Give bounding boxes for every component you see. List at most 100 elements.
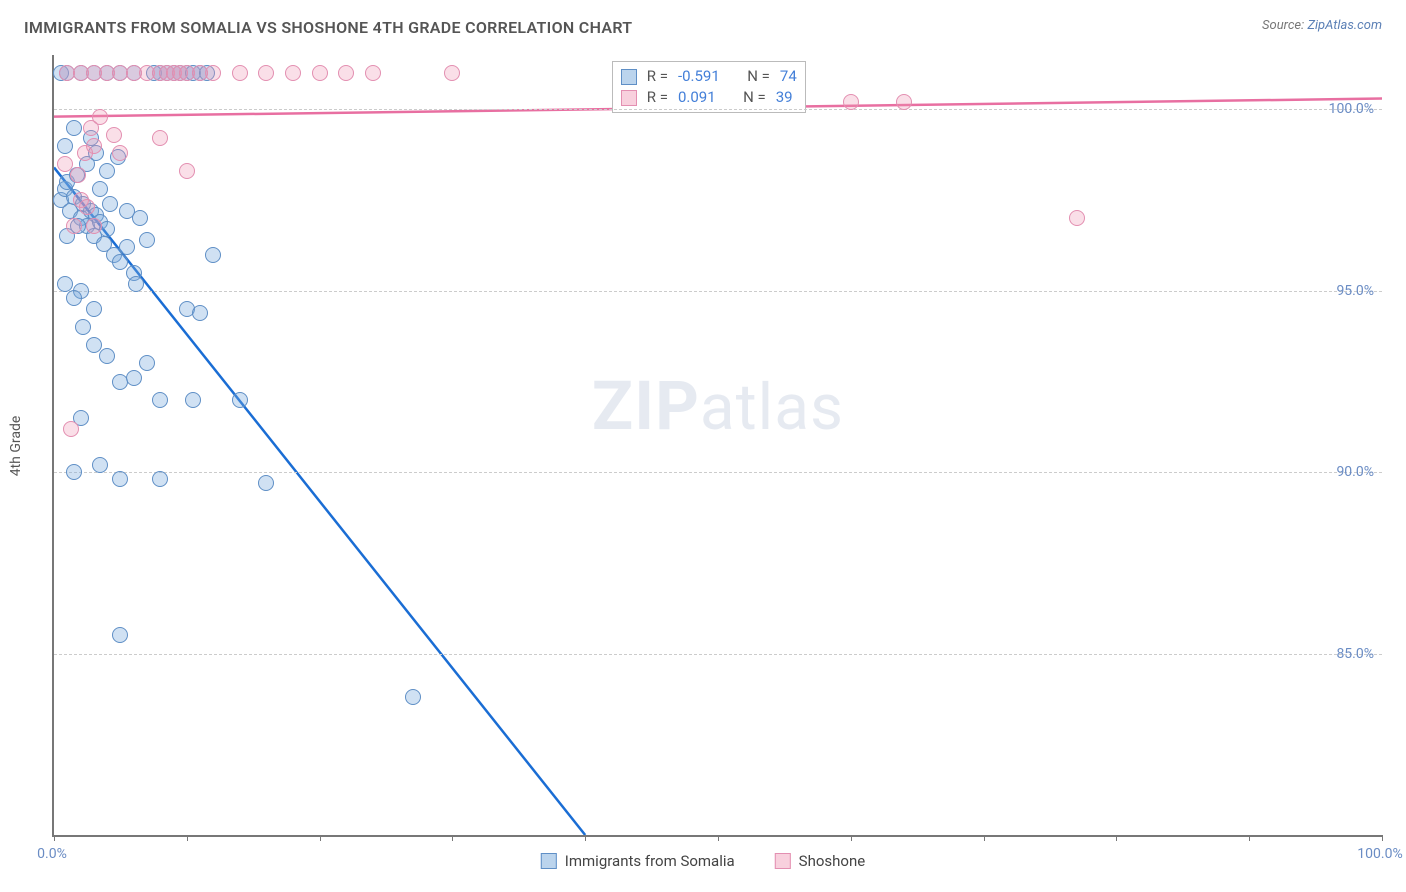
scatter-marker-somalia xyxy=(106,247,122,263)
scatter-marker-somalia xyxy=(99,65,115,81)
scatter-marker-somalia xyxy=(179,301,195,317)
scatter-marker-somalia xyxy=(59,65,75,81)
scatter-marker-somalia xyxy=(57,181,73,197)
scatter-marker-shoshone xyxy=(70,167,86,183)
scatter-marker-somalia xyxy=(139,232,155,248)
scatter-marker-somalia xyxy=(86,228,102,244)
scatter-marker-shoshone xyxy=(139,65,155,81)
scatter-marker-somalia xyxy=(73,410,89,426)
scatter-marker-somalia xyxy=(86,65,102,81)
x-tick xyxy=(187,835,188,841)
y-axis-label: 4th Grade xyxy=(8,416,24,477)
scatter-marker-somalia xyxy=(73,210,89,226)
scatter-marker-shoshone xyxy=(172,65,188,81)
scatter-marker-somalia xyxy=(92,214,108,230)
scatter-marker-somalia xyxy=(126,265,142,281)
scatter-marker-somalia xyxy=(172,65,188,81)
scatter-marker-somalia xyxy=(232,392,248,408)
r-label: R = xyxy=(647,87,668,108)
scatter-marker-somalia xyxy=(79,218,95,234)
scatter-marker-somalia xyxy=(86,301,102,317)
scatter-marker-shoshone xyxy=(179,163,195,179)
scatter-marker-somalia xyxy=(112,374,128,390)
scatter-marker-shoshone xyxy=(126,65,142,81)
trend-line-somalia xyxy=(54,167,585,835)
scatter-marker-somalia xyxy=(99,221,115,237)
scatter-marker-shoshone xyxy=(258,65,274,81)
scatter-marker-somalia xyxy=(152,65,168,81)
x-tick-label: 0.0% xyxy=(37,846,67,862)
scatter-marker-shoshone xyxy=(166,65,182,81)
scatter-marker-somalia xyxy=(66,120,82,136)
scatter-marker-somalia xyxy=(159,65,175,81)
scatter-marker-somalia xyxy=(99,163,115,179)
x-tick xyxy=(718,835,719,841)
scatter-marker-somalia xyxy=(69,167,85,183)
swatch-blue-icon xyxy=(541,853,557,869)
scatter-marker-shoshone xyxy=(896,94,912,110)
legend-item-somalia: Immigrants from Somalia xyxy=(541,852,735,870)
scatter-marker-somalia xyxy=(88,145,104,161)
scatter-marker-shoshone xyxy=(83,120,99,136)
scatter-marker-somalia xyxy=(185,392,201,408)
scatter-marker-somalia xyxy=(205,247,221,263)
scatter-marker-shoshone xyxy=(112,65,128,81)
x-tick xyxy=(1249,835,1250,841)
scatter-marker-somalia xyxy=(179,65,195,81)
legend-label: Shoshone xyxy=(799,852,866,870)
scatter-marker-somalia xyxy=(83,130,99,146)
scatter-marker-somalia xyxy=(102,196,118,212)
scatter-marker-somalia xyxy=(112,254,128,270)
gridline xyxy=(54,291,1382,292)
y-tick-label: 85.0% xyxy=(1336,646,1374,662)
scatter-marker-shoshone xyxy=(57,156,73,172)
scatter-marker-shoshone xyxy=(152,130,168,146)
y-tick-label: 95.0% xyxy=(1336,283,1374,299)
watermark-bold: ZIP xyxy=(592,366,700,446)
stat-row: R = 0.091 N = 39 xyxy=(621,87,797,108)
scatter-marker-somalia xyxy=(199,65,215,81)
scatter-marker-shoshone xyxy=(86,138,102,154)
chart-title: IMMIGRANTS FROM SOMALIA VS SHOSHONE 4TH … xyxy=(24,18,632,37)
scatter-marker-somalia xyxy=(59,228,75,244)
scatter-plot-area: ZIPatlas R = -0.591 N = 74 R = 0.091 N =… xyxy=(52,55,1382,837)
scatter-marker-somalia xyxy=(119,203,135,219)
scatter-marker-somalia xyxy=(57,138,73,154)
scatter-marker-somalia xyxy=(96,236,112,252)
n-label: N = xyxy=(743,87,766,108)
gridline xyxy=(54,472,1382,473)
r-label: R = xyxy=(647,66,668,87)
scatter-marker-somalia xyxy=(258,475,274,491)
y-tick-label: 90.0% xyxy=(1336,464,1374,480)
swatch-blue-icon xyxy=(621,69,637,85)
x-tick xyxy=(585,835,586,841)
scatter-marker-somalia xyxy=(152,392,168,408)
scatter-marker-somalia xyxy=(152,471,168,487)
scatter-marker-somalia xyxy=(53,192,69,208)
scatter-marker-somalia xyxy=(139,355,155,371)
scatter-marker-somalia xyxy=(59,174,75,190)
legend-item-shoshone: Shoshone xyxy=(775,852,866,870)
scatter-marker-shoshone xyxy=(86,218,102,234)
scatter-marker-shoshone xyxy=(106,127,122,143)
correlation-stat-box: R = -0.591 N = 74 R = 0.091 N = 39 xyxy=(612,61,806,113)
scatter-marker-shoshone xyxy=(63,421,79,437)
scatter-marker-shoshone xyxy=(1069,210,1085,226)
scatter-marker-shoshone xyxy=(77,145,93,161)
r-value-shoshone: 0.091 xyxy=(678,87,716,108)
scatter-marker-shoshone xyxy=(59,65,75,81)
scatter-marker-somalia xyxy=(126,65,142,81)
n-value-somalia: 74 xyxy=(780,66,797,87)
scatter-marker-shoshone xyxy=(365,65,381,81)
trend-lines-svg xyxy=(54,55,1382,835)
x-tick xyxy=(1116,835,1117,841)
scatter-marker-somalia xyxy=(112,65,128,81)
x-tick xyxy=(1382,835,1383,841)
n-label: N = xyxy=(747,66,770,87)
scatter-marker-somalia xyxy=(66,290,82,306)
scatter-marker-shoshone xyxy=(92,109,108,125)
n-value-shoshone: 39 xyxy=(776,87,793,108)
scatter-marker-somalia xyxy=(192,305,208,321)
source-link[interactable]: ZipAtlas.com xyxy=(1307,18,1382,33)
scatter-marker-shoshone xyxy=(179,65,195,81)
